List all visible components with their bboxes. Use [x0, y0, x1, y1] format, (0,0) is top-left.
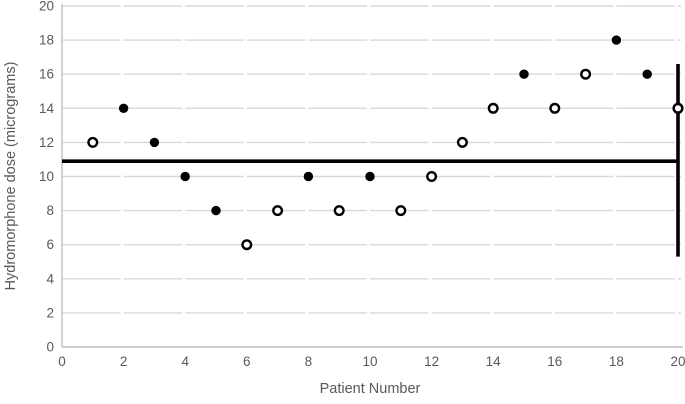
- data-point-open: [241, 239, 253, 251]
- data-point-open: [549, 102, 561, 114]
- x-tick-label: 14: [486, 354, 502, 369]
- x-tick-label: 4: [181, 354, 189, 369]
- x-tick-label: 18: [609, 354, 624, 369]
- y-tick-label: 18: [39, 33, 54, 48]
- data-point-filled: [303, 171, 314, 182]
- data-point-open: [672, 102, 684, 114]
- x-tick-label: 16: [547, 354, 562, 369]
- data-point-filled: [118, 103, 129, 114]
- data-point-open: [87, 136, 99, 148]
- y-tick-label: 0: [46, 340, 54, 355]
- y-tick-label: 8: [46, 203, 54, 218]
- y-tick-label: 16: [39, 67, 54, 82]
- x-tick-label: 20: [670, 354, 685, 369]
- y-tick-label: 6: [46, 237, 54, 252]
- x-axis-title: Patient Number: [319, 381, 421, 397]
- data-point-open: [456, 136, 468, 148]
- data-point-filled: [180, 171, 190, 182]
- data-point-open: [333, 205, 345, 217]
- data-point-filled: [642, 69, 652, 79]
- data-point-filled: [211, 205, 221, 216]
- data-point-filled: [611, 35, 622, 45]
- data-point-open: [580, 68, 592, 80]
- x-tick-label: 12: [424, 354, 439, 369]
- y-tick-label: 12: [39, 135, 54, 150]
- y-axis-title: Hydromorphone dose (micrograms): [3, 61, 19, 291]
- data-point-open: [395, 205, 407, 217]
- x-tick-label: 0: [58, 354, 66, 369]
- y-tick-label: 2: [46, 305, 54, 320]
- x-tick-label: 6: [243, 354, 251, 369]
- y-tick-label: 20: [39, 0, 54, 14]
- data-point-filled: [519, 69, 529, 79]
- data-point-open: [272, 205, 284, 217]
- data-point-open: [426, 170, 438, 182]
- data-point-filled: [149, 137, 160, 148]
- x-tick-label: 2: [120, 354, 128, 369]
- data-point-open: [487, 102, 499, 114]
- x-tick-label: 10: [362, 354, 377, 369]
- y-tick-label: 14: [39, 101, 55, 116]
- y-tick-label: 4: [46, 271, 54, 286]
- y-tick-label: 10: [39, 169, 54, 184]
- x-tick-label: 8: [305, 354, 313, 369]
- data-point-filled: [365, 171, 375, 182]
